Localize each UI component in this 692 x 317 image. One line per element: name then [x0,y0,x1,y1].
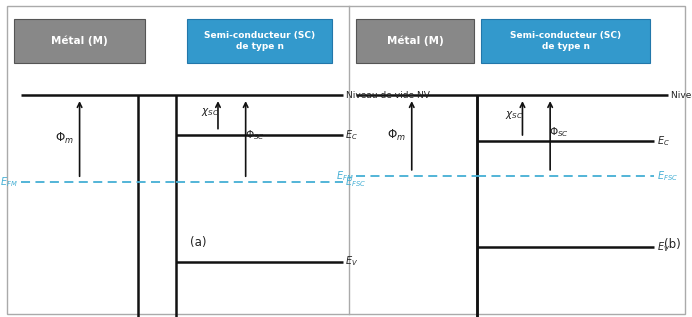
Text: $\Phi_m$: $\Phi_m$ [55,131,74,146]
Text: $\chi_{SC}$: $\chi_{SC}$ [505,109,523,121]
Text: Métal (M): Métal (M) [387,36,444,47]
Text: $\Phi_{SC}$: $\Phi_{SC}$ [549,126,569,139]
Text: $E_{FM}$: $E_{FM}$ [0,175,18,189]
Text: $E_{FM}$: $E_{FM}$ [336,169,354,183]
Bar [481,19,650,63]
Text: $\Phi_{SC}$: $\Phi_{SC}$ [245,129,264,142]
Text: $E_C$: $E_C$ [345,128,358,142]
Text: $E_V$: $E_V$ [657,240,670,254]
Text: (a): (a) [190,236,207,249]
Text: Semi-conducteur (SC)
de type n: Semi-conducteur (SC) de type n [510,31,621,51]
Text: $\Phi_m$: $\Phi_m$ [387,128,406,143]
Text: Niveau de vide NV: Niveau de vide NV [346,91,430,100]
Text: $\chi_{SC}$: $\chi_{SC}$ [201,106,219,118]
Text: (b): (b) [664,237,681,251]
Text: $E_V$: $E_V$ [345,255,358,268]
Text: $E_{FSC}$: $E_{FSC}$ [345,175,366,189]
Text: $E_{FSC}$: $E_{FSC}$ [657,169,677,183]
Bar [14,19,145,63]
Text: Métal (M): Métal (M) [51,36,108,47]
Bar [187,19,332,63]
Text: Semi-conducteur (SC)
de type n: Semi-conducteur (SC) de type n [204,31,315,51]
Text: Niveau de vide NV: Niveau de vide NV [671,91,692,100]
Text: $E_C$: $E_C$ [657,134,670,148]
Bar [356,19,474,63]
